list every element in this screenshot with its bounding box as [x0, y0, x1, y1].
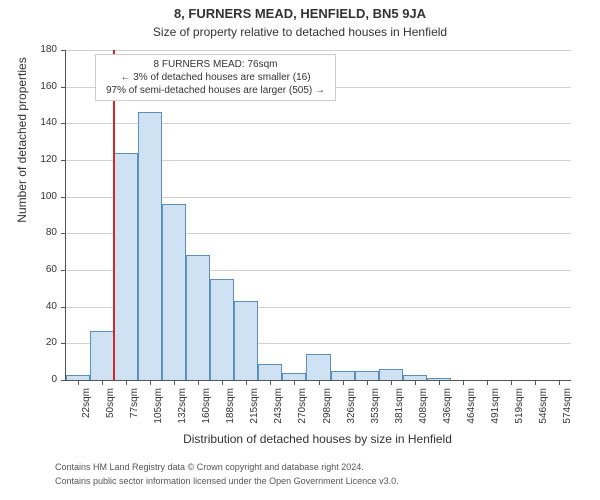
xtick-mark [270, 380, 271, 385]
xtick-mark [391, 380, 392, 385]
ytick-mark [61, 380, 66, 381]
xtick-mark [487, 380, 488, 385]
xtick-mark [463, 380, 464, 385]
xtick-label: 491sqm [490, 388, 501, 436]
xtick-label: 270sqm [297, 388, 308, 436]
xtick-mark [535, 380, 536, 385]
histogram-bar [138, 112, 162, 380]
ytick-label: 20 [27, 337, 57, 348]
xtick-label: 160sqm [201, 388, 212, 436]
xtick-label: 77sqm [129, 388, 140, 436]
ytick-mark [61, 160, 66, 161]
xtick-label: 436sqm [442, 388, 453, 436]
xtick-label: 519sqm [514, 388, 525, 436]
xtick-label: 215sqm [249, 388, 260, 436]
ytick-mark [61, 50, 66, 51]
annotation-box: 8 FURNERS MEAD: 76sqm ← 3% of detached h… [95, 54, 336, 101]
xtick-mark [198, 380, 199, 385]
xtick-mark [246, 380, 247, 385]
chart-subtitle: Size of property relative to detached ho… [0, 25, 600, 39]
histogram-bar [210, 279, 234, 380]
histogram-bar [331, 371, 355, 380]
xtick-label: 353sqm [370, 388, 381, 436]
ytick-label: 0 [27, 374, 57, 385]
xtick-mark [294, 380, 295, 385]
ytick-mark [61, 307, 66, 308]
xtick-label: 243sqm [273, 388, 284, 436]
attribution-line-2: Contains public sector information licen… [55, 476, 399, 486]
histogram-bar [306, 354, 330, 380]
histogram-bar [234, 301, 258, 380]
xtick-label: 188sqm [225, 388, 236, 436]
attribution-line-1: Contains HM Land Registry data © Crown c… [55, 462, 364, 472]
xtick-label: 132sqm [177, 388, 188, 436]
ytick-label: 80 [27, 227, 57, 238]
histogram-bar [258, 364, 282, 381]
xtick-label: 546sqm [538, 388, 549, 436]
ytick-mark [61, 343, 66, 344]
ytick-mark [61, 197, 66, 198]
ytick-label: 100 [27, 191, 57, 202]
ytick-label: 40 [27, 301, 57, 312]
ytick-label: 160 [27, 81, 57, 92]
xtick-mark [415, 380, 416, 385]
xtick-label: 574sqm [562, 388, 573, 436]
xtick-mark [126, 380, 127, 385]
xtick-label: 381sqm [394, 388, 405, 436]
xtick-label: 298sqm [322, 388, 333, 436]
xtick-mark [102, 380, 103, 385]
xtick-mark [150, 380, 151, 385]
gridline [66, 50, 571, 51]
ytick-label: 60 [27, 264, 57, 275]
xtick-mark [439, 380, 440, 385]
histogram-bar [282, 373, 306, 380]
xtick-mark [319, 380, 320, 385]
ytick-label: 140 [27, 117, 57, 128]
xtick-mark [174, 380, 175, 385]
histogram-bar [355, 371, 379, 380]
ytick-mark [61, 233, 66, 234]
xtick-mark [343, 380, 344, 385]
xtick-label: 408sqm [418, 388, 429, 436]
ytick-mark [61, 270, 66, 271]
histogram-bar [379, 369, 403, 380]
xtick-label: 326sqm [346, 388, 357, 436]
histogram-bar [114, 153, 138, 380]
address-title: 8, FURNERS MEAD, HENFIELD, BN5 9JA [0, 6, 600, 21]
histogram-bar [162, 204, 186, 380]
xtick-label: 50sqm [105, 388, 116, 436]
xtick-label: 464sqm [466, 388, 477, 436]
xtick-mark [559, 380, 560, 385]
ytick-mark [61, 123, 66, 124]
histogram-bar [186, 255, 210, 380]
annotation-line-3: 97% of semi-detached houses are larger (… [106, 84, 325, 97]
xtick-mark [222, 380, 223, 385]
xtick-mark [78, 380, 79, 385]
xtick-mark [511, 380, 512, 385]
annotation-line-2: ← 3% of detached houses are smaller (16) [106, 71, 325, 84]
ytick-label: 120 [27, 154, 57, 165]
ytick-label: 180 [27, 44, 57, 55]
annotation-line-1: 8 FURNERS MEAD: 76sqm [106, 58, 325, 71]
ytick-mark [61, 87, 66, 88]
histogram-bar [90, 331, 114, 381]
xtick-mark [367, 380, 368, 385]
xtick-label: 22sqm [81, 388, 92, 436]
xtick-label: 105sqm [153, 388, 164, 436]
